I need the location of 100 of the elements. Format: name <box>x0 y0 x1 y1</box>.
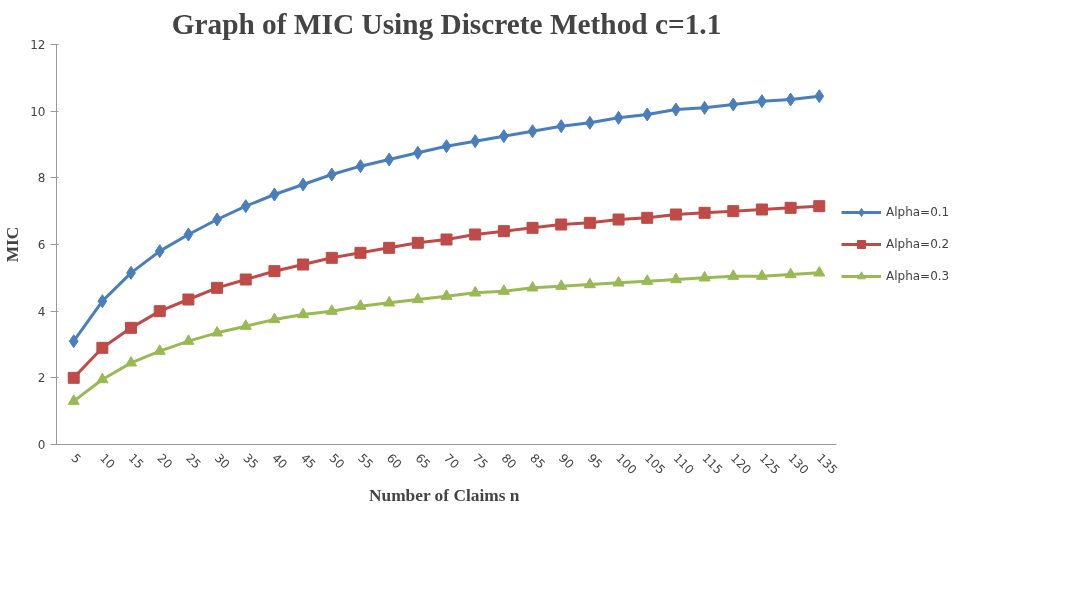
point <box>96 372 109 384</box>
x-tick-label: 5 <box>68 450 84 467</box>
y-tick-label: 12 <box>30 38 46 52</box>
point <box>613 110 624 125</box>
point <box>297 258 310 271</box>
point <box>526 221 539 234</box>
y-tick-label: 4 <box>37 304 46 319</box>
point <box>469 285 482 297</box>
point <box>698 206 711 219</box>
point <box>497 284 510 295</box>
point <box>583 216 596 229</box>
point <box>583 277 596 289</box>
point <box>268 312 281 324</box>
point <box>470 134 481 149</box>
point <box>813 265 826 277</box>
y-tick-label: 6 <box>37 238 46 252</box>
point <box>813 200 826 213</box>
x-tick-label: 20 <box>154 450 176 472</box>
point <box>642 107 653 122</box>
point <box>354 299 367 310</box>
point <box>612 213 625 226</box>
point <box>469 228 482 241</box>
x-tick-label: 105 <box>641 450 669 477</box>
point <box>699 100 710 115</box>
y-tick-label: 10 <box>30 104 46 119</box>
y-tick-label: 2 <box>37 371 46 386</box>
point <box>669 272 682 284</box>
point <box>153 305 166 318</box>
point <box>412 145 423 160</box>
x-tick-label: 65 <box>412 450 434 472</box>
x-tick-label: 30 <box>211 450 233 472</box>
legend-label: Alpha=0.3 <box>886 269 950 283</box>
x-tick-label: 70 <box>441 450 462 472</box>
point <box>239 273 252 286</box>
point <box>814 89 825 104</box>
point <box>411 236 424 249</box>
x-tick-label: 110 <box>670 450 697 477</box>
point <box>784 267 797 279</box>
point <box>67 371 80 384</box>
x-tick-label: 120 <box>727 450 755 477</box>
y-axis-title: MIC <box>3 226 23 263</box>
x-tick-label: 50 <box>326 450 348 472</box>
x-tick-label: 25 <box>183 450 204 472</box>
point <box>68 334 79 349</box>
x-tick-label: 90 <box>555 450 577 472</box>
point <box>354 246 367 259</box>
point <box>728 97 739 112</box>
point <box>182 334 195 345</box>
point <box>240 199 251 214</box>
x-axis-title: Number of Claims n <box>369 486 520 506</box>
point <box>440 233 453 246</box>
point <box>383 241 396 254</box>
chart-title: Graph of MIC Using Discrete Method c=1.1 <box>171 7 722 40</box>
point <box>641 211 654 224</box>
point <box>182 293 195 306</box>
point <box>96 341 109 354</box>
point <box>555 279 568 290</box>
point <box>325 251 338 264</box>
point <box>183 227 194 242</box>
point <box>785 92 796 107</box>
x-tick-label: 55 <box>355 450 376 472</box>
x-tick-label: 60 <box>383 450 405 472</box>
point <box>211 281 224 294</box>
x-tick-label: 15 <box>125 450 147 472</box>
x-tick-label: 115 <box>699 450 726 477</box>
x-tick-label: 95 <box>584 450 606 472</box>
x-tick-label: 45 <box>297 450 319 472</box>
point <box>669 208 682 221</box>
x-tick-label: 100 <box>613 450 640 477</box>
point <box>125 355 138 367</box>
point <box>727 269 740 280</box>
point <box>497 225 510 238</box>
x-tick-label: 85 <box>527 450 548 472</box>
point <box>269 187 280 202</box>
point <box>325 304 338 315</box>
x-tick-label: 80 <box>498 450 520 472</box>
x-tick-label: 75 <box>469 450 491 472</box>
legend-label: Alpha=0.1 <box>886 205 950 219</box>
point <box>527 124 538 139</box>
point <box>755 203 768 216</box>
point <box>297 307 310 319</box>
point <box>784 201 797 214</box>
y-tick-label: 0 <box>37 438 46 452</box>
x-tick-label: 125 <box>756 450 783 477</box>
point <box>211 325 224 337</box>
point <box>411 292 424 304</box>
point <box>555 218 568 231</box>
point <box>612 275 625 287</box>
x-tick-label: 130 <box>785 450 812 477</box>
point <box>641 274 654 285</box>
point <box>268 265 281 278</box>
point <box>153 344 166 355</box>
point <box>326 167 337 182</box>
point <box>755 269 768 280</box>
point <box>698 270 711 282</box>
point <box>97 294 108 309</box>
x-tick-label: 35 <box>240 450 262 472</box>
point <box>556 119 567 134</box>
point <box>441 139 452 154</box>
x-tick-label: 40 <box>269 450 290 472</box>
